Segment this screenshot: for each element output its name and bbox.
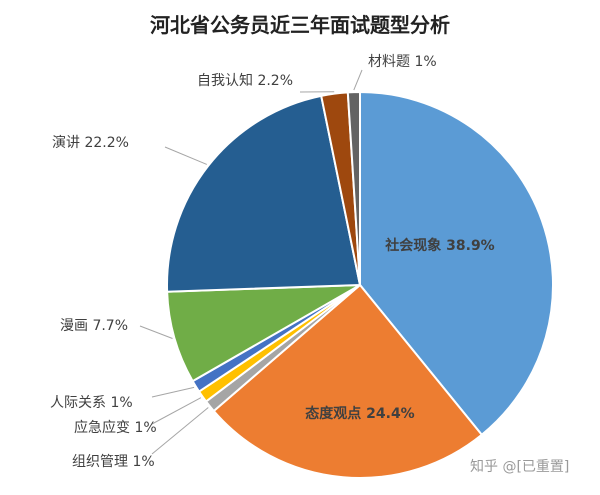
pie-slice-6 [166,284,361,383]
slice-label-2: 态度观点 24.4% [305,405,414,422]
pie-slice-1 [359,90,554,437]
pie-slice-2 [212,283,484,479]
slice-label-3: 组织管理 1% [72,454,155,470]
slice-label-5: 人际关系 1% [50,395,133,411]
leader-line-3 [151,407,209,455]
slice-label-6: 漫画 7.7% [60,318,128,334]
slice-label-7: 演讲 22.2% [52,135,129,151]
leader-line-5 [151,386,195,398]
slice-label-8: 自我认知 2.2% [197,72,293,89]
watermark: 知乎 @[已重置] [470,459,570,475]
slice-label-4: 应急应变 1% [74,419,157,436]
leader-line-6 [139,325,173,339]
leader-line-7 [164,146,207,165]
pie-slice-9 [346,90,361,286]
slice-label-1: 社会现象 38.9% [384,237,494,254]
pie-slice-7 [166,94,362,293]
leader-line-4 [151,397,202,425]
slice-label-9: 材料题 1% [368,54,437,70]
chart-title: 河北省公务员近三年面试题型分析 [150,13,450,37]
leader-line-9 [353,69,363,91]
